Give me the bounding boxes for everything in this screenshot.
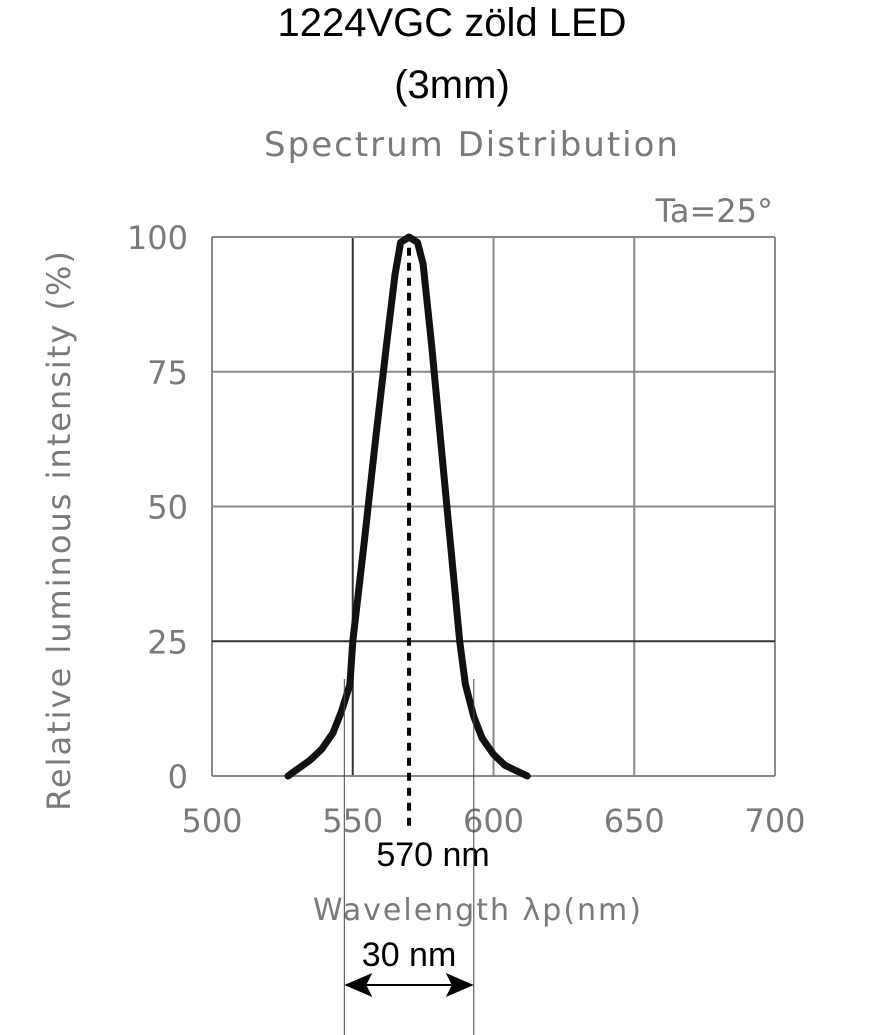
grid: [211, 236, 776, 777]
y-tick-75: 75: [147, 354, 188, 392]
width-label: 30 nm: [362, 936, 457, 974]
title-line-1: 1224VGC zöld LED: [277, 1, 626, 45]
tick-labels: 500 550 600 650 700 0 25 50 75 100: [127, 219, 806, 840]
arrow-head-right: [445, 973, 474, 997]
x-tick-650: 650: [604, 802, 665, 840]
y-tick-50: 50: [147, 489, 188, 527]
x-tick-700: 700: [744, 802, 805, 840]
x-tick-600: 600: [463, 802, 524, 840]
chart-title: Spectrum Distribution: [264, 125, 680, 165]
x-tick-500: 500: [181, 802, 242, 840]
x-axis-label: Wavelength λp(nm): [313, 893, 643, 928]
y-tick-25: 25: [147, 623, 188, 661]
y-tick-100: 100: [127, 219, 188, 257]
y-axis-label: Relative luminous intensity (%): [40, 249, 78, 811]
y-tick-0: 0: [168, 758, 188, 796]
title-line-2: (3mm): [394, 63, 510, 107]
spectrum-line: [284, 233, 531, 780]
arrow-head-left: [344, 973, 373, 997]
x-tick-550: 550: [322, 802, 383, 840]
peak-label: 570 nm: [376, 836, 489, 874]
condition-label: Ta=25°: [655, 192, 773, 230]
